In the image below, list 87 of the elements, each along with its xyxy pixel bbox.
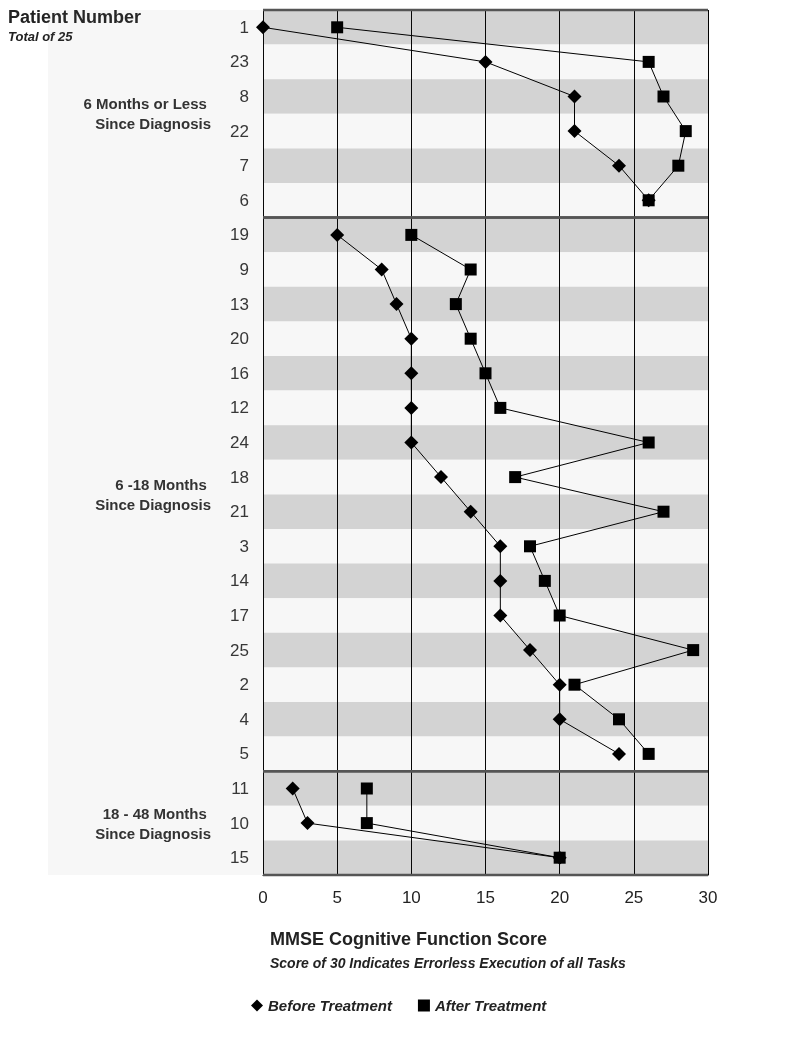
text: Total of 25	[8, 29, 74, 44]
point	[256, 20, 270, 35]
x-axis-title: MMSE Cognitive Function Score	[270, 929, 548, 949]
point	[568, 678, 581, 691]
y-tick-label: 21	[230, 502, 249, 522]
y-tick-label: 16	[230, 363, 249, 383]
point	[642, 55, 655, 68]
point	[553, 609, 566, 622]
point	[404, 331, 419, 346]
y-tick-label: 5	[239, 744, 249, 764]
y-tick-label: 17	[230, 606, 249, 625]
point	[434, 470, 448, 485]
point	[493, 608, 508, 623]
y-tick-label: 14	[230, 571, 249, 591]
point	[612, 746, 626, 761]
point	[478, 54, 493, 69]
point	[389, 297, 404, 312]
point	[612, 158, 626, 173]
point	[672, 159, 685, 172]
point	[374, 262, 389, 277]
point	[493, 573, 508, 588]
legend-label: After Treatment	[433, 997, 548, 1014]
point	[360, 782, 373, 795]
y-tick-label: 23	[230, 52, 249, 72]
point	[642, 436, 655, 449]
point	[687, 644, 700, 657]
y-tick-label: 6	[239, 190, 249, 210]
y-tick-label: 9	[239, 260, 249, 279]
x-tick-label: 0	[258, 888, 268, 907]
y-tick-label: 25	[230, 640, 249, 660]
y-tick-label: 15	[230, 848, 249, 868]
point	[330, 227, 345, 242]
point	[657, 90, 670, 103]
y-tick-label: 18	[230, 467, 249, 487]
y-tick-label: 1	[239, 17, 249, 37]
point	[464, 263, 477, 276]
point	[404, 435, 419, 450]
point	[538, 574, 551, 587]
x-tick-label: 10	[401, 888, 421, 907]
point	[567, 124, 582, 139]
point	[509, 471, 522, 484]
point	[360, 817, 373, 830]
band-label: 6 Months or Less Since Diagnosis	[83, 95, 211, 133]
point	[449, 298, 462, 311]
point	[523, 643, 537, 658]
point	[285, 781, 300, 796]
x-tick-label: 25	[624, 888, 644, 907]
y-tick-label: 10	[230, 813, 249, 833]
y-tick-label: 11	[231, 779, 249, 798]
y-tick-label: 22	[230, 121, 249, 141]
point	[404, 366, 419, 381]
point	[613, 713, 625, 726]
text: Score of 30 Indicates Errorless Execution of all Tasks	[270, 955, 627, 971]
point	[331, 21, 344, 34]
x-tick-label: 30	[698, 888, 718, 907]
point	[657, 505, 670, 518]
point	[679, 125, 692, 138]
legend-label: Before Treatment	[268, 997, 393, 1014]
point	[300, 816, 315, 831]
y-tick-label: 24	[230, 433, 249, 452]
y-tick-label: 12	[230, 398, 249, 418]
point	[494, 401, 507, 414]
x-tick-label: 5	[332, 888, 342, 907]
point	[524, 540, 536, 553]
point	[552, 677, 567, 692]
point	[464, 332, 477, 345]
y-tick-label: 19	[230, 225, 249, 245]
point	[404, 400, 419, 415]
point	[642, 747, 655, 760]
point	[463, 504, 478, 519]
point	[493, 539, 508, 554]
text: Patient Number	[8, 7, 142, 27]
y-tick-label: 7	[239, 156, 249, 176]
point	[567, 89, 582, 104]
point	[552, 712, 567, 727]
y-tick-label: 8	[239, 87, 249, 106]
y-tick-label: 2	[239, 675, 249, 695]
point	[479, 367, 492, 380]
y-tick-label: 4	[239, 709, 249, 729]
y-tick-label: 20	[230, 329, 249, 349]
band-label: 6 -18 Months Since Diagnosis	[95, 475, 211, 513]
y-tick-label: 13	[230, 294, 249, 314]
x-tick-label: 20	[550, 888, 570, 907]
x-tick-label: 15	[476, 888, 495, 907]
point	[405, 228, 418, 241]
band-label: 18 - 48 Months Since Diagnosis	[95, 804, 211, 842]
y-tick-label: 3	[239, 536, 249, 556]
